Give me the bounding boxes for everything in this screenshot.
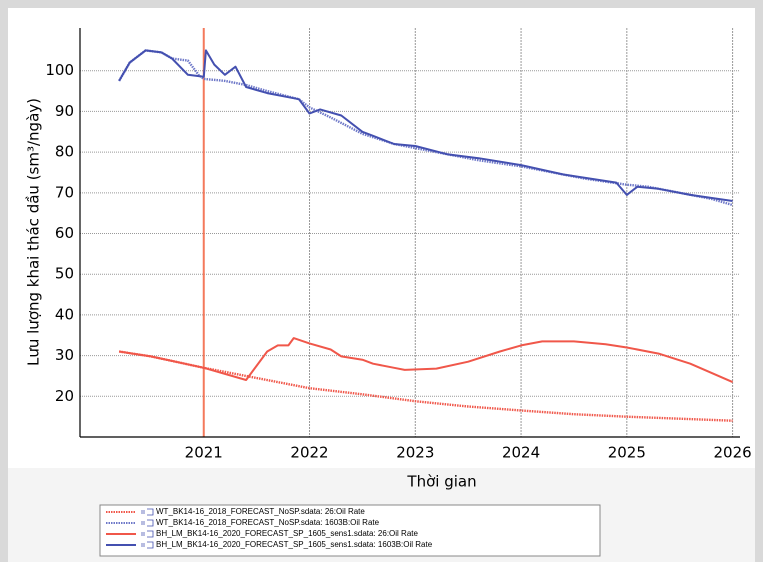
y-tick-label: 20 xyxy=(55,387,74,405)
legend-label: WT_BK14-16_2018_FORECAST_NoSP.sdata: 26:… xyxy=(156,507,365,516)
y-tick-label: 30 xyxy=(55,346,74,364)
x-tick-label: 2025 xyxy=(608,444,646,462)
legend-label: BH_LM_BK14-16_2020_FORECAST_SP_1605_sens… xyxy=(156,529,418,538)
series-line xyxy=(118,49,733,202)
series-line xyxy=(118,337,733,384)
y-axis-label: Lưu lượng khai thác dầu (sm³/ngày) xyxy=(25,98,43,366)
x-tick-label: 2022 xyxy=(290,444,328,462)
legend-icon xyxy=(141,530,154,538)
y-tick-label: 50 xyxy=(55,265,74,283)
y-tick-label: 40 xyxy=(55,305,74,323)
x-tick-label: 2023 xyxy=(396,444,434,462)
y-tick-label: 100 xyxy=(45,61,74,79)
x-tick-label: 2024 xyxy=(502,444,540,462)
legend-icon xyxy=(141,519,154,527)
x-tick-label: 2021 xyxy=(185,444,223,462)
legend-label: WT_BK14-16_2018_FORECAST_NoSP.sdata: 160… xyxy=(156,518,380,527)
legend-box xyxy=(99,504,601,557)
y-tick-label: 60 xyxy=(55,224,74,242)
x-axis-label: Thời gian xyxy=(406,473,476,491)
legend-icon xyxy=(141,508,154,516)
y-tick-label: 80 xyxy=(55,143,74,161)
y-tick-label: 70 xyxy=(55,183,74,201)
legend-label: BH_LM_BK14-16_2020_FORECAST_SP_1605_sens… xyxy=(156,540,433,549)
y-tick-label: 90 xyxy=(55,102,74,120)
legend-icon xyxy=(141,541,154,549)
x-tick-label: 2026 xyxy=(714,444,752,462)
